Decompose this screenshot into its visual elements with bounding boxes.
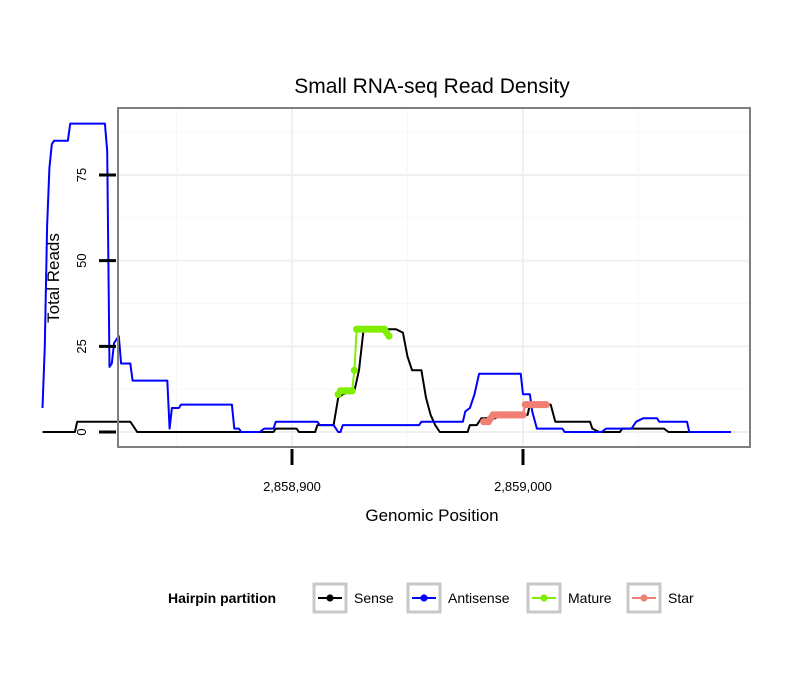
grid-lines — [118, 108, 750, 447]
legend-title: Hairpin partition — [168, 590, 276, 606]
point-star — [519, 411, 527, 419]
legend: Hairpin partition Sense Antisense Mature St… — [168, 582, 694, 614]
point-mature — [385, 332, 393, 340]
y-tick-label: 75 — [74, 168, 89, 182]
point-mature — [348, 387, 356, 395]
legend-label-antisense: Antisense — [448, 590, 510, 606]
series-line-antisense — [41, 122, 731, 433]
x-tick-label: 2,859,000 — [494, 479, 552, 494]
y-tick-label: 50 — [74, 253, 89, 267]
plot-panel — [41, 107, 751, 448]
point-mature — [350, 366, 358, 374]
legend-marker-sense — [326, 594, 334, 602]
x-axis-title: Genomic Position — [365, 506, 498, 525]
legend-marker-mature — [540, 594, 548, 602]
legend-label-star: Star — [668, 590, 694, 606]
y-tick-label: 25 — [74, 339, 89, 353]
legend-items: Sense Antisense Mature Star — [312, 582, 694, 614]
point-star — [542, 401, 550, 409]
y-axis-title: Total Reads — [44, 233, 63, 323]
series-line-sense — [42, 328, 731, 433]
plot-background — [118, 108, 750, 447]
legend-label-mature: Mature — [568, 590, 612, 606]
chart-title: Small RNA-seq Read Density — [294, 75, 570, 98]
y-axis: 0 25 50 75 — [74, 168, 116, 436]
series-layer — [41, 122, 731, 433]
legend-marker-antisense — [420, 594, 428, 602]
legend-marker-star — [640, 594, 648, 602]
legend-label-sense: Sense — [354, 590, 394, 606]
plot-border — [117, 107, 751, 448]
x-tick-label: 2,858,900 — [263, 479, 321, 494]
y-tick-label: 0 — [74, 428, 89, 435]
x-axis: 2,858,900 2,859,000 — [263, 449, 552, 494]
